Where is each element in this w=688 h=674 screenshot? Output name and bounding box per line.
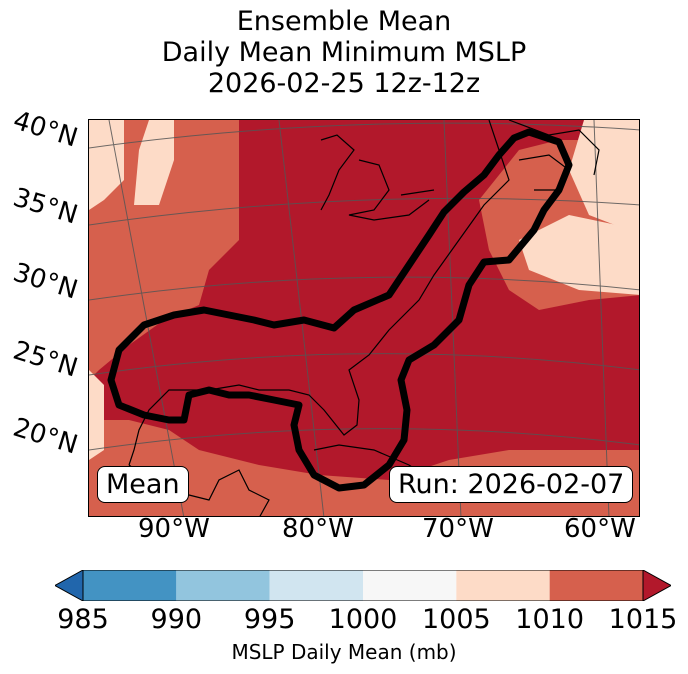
lon-label-90: 90°W — [138, 514, 210, 544]
mean-box: Mean — [97, 466, 189, 503]
lat-label-25: 25°N — [9, 335, 82, 384]
colorbar-tick-label: 985 — [57, 604, 109, 635]
colorbar-label: MSLP Daily Mean (mb) — [231, 640, 457, 664]
lon-label-80: 80°W — [282, 514, 354, 544]
colorbar-bin — [269, 570, 363, 601]
title-line-1: Ensemble Mean — [236, 6, 452, 37]
lat-label-40: 40°N — [9, 105, 82, 154]
lat-line-40 — [89, 122, 639, 149]
colorbar-bin — [83, 570, 177, 601]
lat-line-20 — [89, 428, 639, 451]
colorbar — [55, 570, 671, 601]
great-lakes — [320, 134, 435, 221]
colorbar-bin — [363, 570, 457, 601]
title-line-3: 2026-02-25 12z-12z — [207, 68, 481, 99]
colorbar-outline — [82, 570, 644, 601]
graticule — [89, 120, 639, 516]
lat-line-35 — [89, 197, 639, 226]
colorbar-bins — [83, 570, 643, 601]
colorbar-tick-label: 1010 — [515, 604, 585, 635]
lat-line-25 — [89, 353, 639, 376]
region-1000-1005-northeast — [569, 120, 639, 235]
lat-label-35: 35°N — [9, 182, 82, 231]
title-line-2: Daily Mean Minimum MSLP — [161, 37, 527, 68]
region-1000-1005-southwest — [89, 370, 104, 460]
colorbar-bin — [549, 570, 643, 601]
run-date-box: Run: 2026-02-07 — [389, 466, 634, 503]
lon-line-60 — [593, 120, 610, 516]
colorbar-tick-label: 1005 — [421, 604, 491, 635]
colorbar-tick-label: 990 — [150, 604, 203, 635]
canada-maritimes — [508, 120, 600, 176]
colorbar-extend-low — [55, 570, 84, 601]
colorbar-tick-label: 1015 — [608, 604, 678, 635]
region-1000-1005-east — [519, 215, 639, 295]
lon-label-60: 60°W — [564, 514, 636, 544]
us-east-coast — [128, 120, 510, 466]
colorbar-tick-label: 1000 — [328, 604, 398, 635]
colorbar-bin — [456, 570, 550, 601]
colorbar-extend-high — [642, 570, 671, 601]
lon-line-70 — [443, 120, 462, 516]
lat-label-20: 20°N — [9, 412, 82, 461]
region-1000-1005-west — [89, 120, 124, 210]
map-panel: Mean Run: 2026-02-07 — [88, 119, 640, 517]
lon-line-90 — [108, 120, 185, 516]
lon-label-70: 70°W — [422, 514, 494, 544]
figure-title: Ensemble Mean Daily Mean Minimum MSLP 20… — [0, 6, 688, 99]
region-1005-1010-west — [89, 120, 239, 380]
colorbar-bin — [176, 570, 270, 601]
lat-label-30: 30°N — [9, 257, 82, 306]
colorbar-tick-label: 995 — [243, 604, 296, 635]
lat-line-30 — [89, 276, 639, 301]
ensemble-contour — [107, 128, 573, 492]
map-svg — [89, 120, 639, 516]
